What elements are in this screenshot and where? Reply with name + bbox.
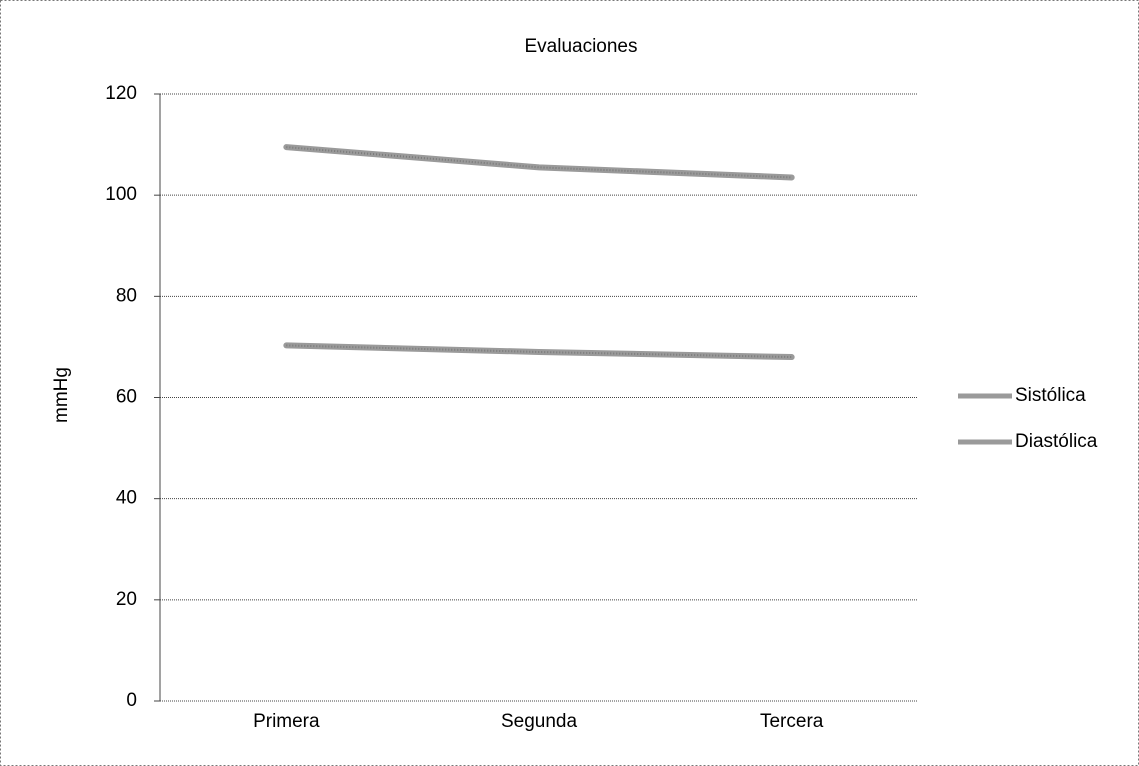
x-tick-label: Segunda <box>501 711 578 732</box>
x-tick-label: Primera <box>253 711 320 732</box>
y-tick-label: 80 <box>116 285 137 306</box>
y-tick-label: 40 <box>116 488 137 509</box>
y-tick-label: 120 <box>105 83 137 104</box>
y-tick-label: 60 <box>116 387 137 408</box>
y-tick-label: 20 <box>116 589 137 610</box>
y-tick-label: 100 <box>105 184 137 205</box>
series-line-texture <box>286 344 792 359</box>
series-line <box>283 144 795 181</box>
chart-title: Evaluaciones <box>524 36 637 57</box>
x-tick-label: Tercera <box>760 711 824 732</box>
legend-label: Diastólica <box>1015 431 1098 452</box>
y-tick-label: 0 <box>126 690 137 711</box>
legend-label: Sistólica <box>1015 385 1086 406</box>
y-axis-label: mmHg <box>51 367 72 423</box>
series-line-texture <box>286 146 792 179</box>
